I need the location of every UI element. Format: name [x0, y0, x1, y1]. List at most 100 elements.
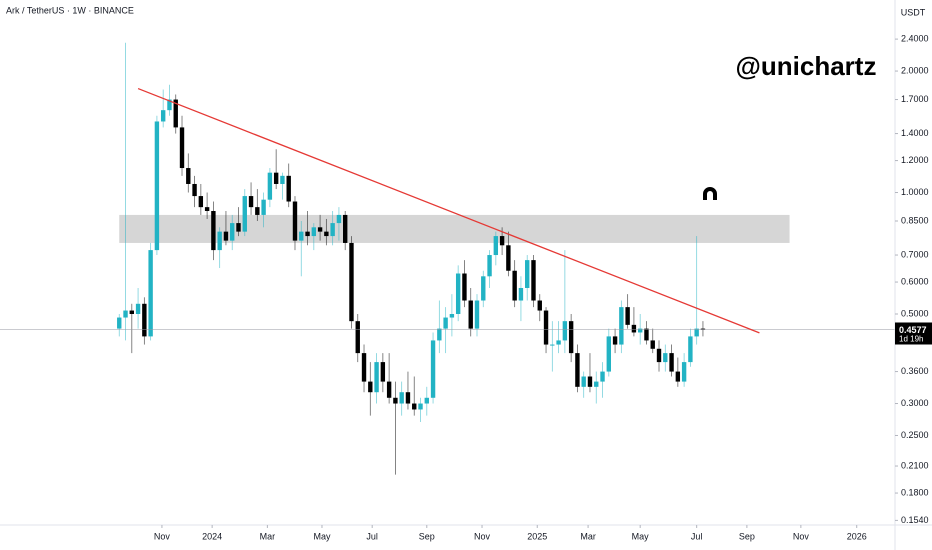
x-tick-label: Mar — [260, 531, 276, 541]
y-tick-label: 0.2500 — [901, 430, 929, 440]
y-tick-label: 0.8500 — [901, 215, 929, 225]
x-tick-label: 2024 — [202, 531, 222, 541]
candle-body — [669, 353, 674, 372]
candle-body — [355, 321, 360, 354]
y-tick-label: 1.7000 — [901, 94, 929, 104]
candle-body — [330, 223, 335, 237]
x-tick-label: Sep — [739, 531, 755, 541]
candle-body — [424, 397, 429, 404]
candle-body — [462, 273, 467, 301]
y-tick-label: 0.3600 — [901, 366, 929, 376]
candle-body — [531, 260, 536, 301]
y-tick-label: 0.2100 — [901, 460, 929, 470]
candle-body — [311, 227, 317, 237]
y-tick-label: 2.0000 — [901, 65, 929, 75]
candle-body — [374, 362, 379, 393]
candle-body — [525, 260, 530, 288]
candle-body — [575, 353, 580, 387]
candle-body — [543, 310, 549, 345]
candle-body — [273, 172, 279, 184]
candle-body — [644, 328, 649, 341]
candle-body — [230, 223, 235, 241]
y-tick-label: 1.4000 — [901, 128, 929, 138]
candle-body — [198, 196, 204, 208]
candle-body — [430, 340, 436, 398]
candle-body — [167, 99, 172, 111]
candle-body — [688, 336, 693, 363]
candle-body — [349, 242, 354, 322]
candle-body — [280, 175, 285, 184]
candle-body — [405, 392, 411, 404]
watermark: @unichartz — [736, 51, 877, 81]
x-tick-label: 2026 — [847, 531, 867, 541]
candle-body — [663, 353, 668, 363]
candle-body — [261, 199, 266, 215]
y-tick-label: 0.6000 — [901, 276, 929, 286]
candle-body — [418, 403, 423, 410]
candle-body — [537, 300, 542, 311]
candle-body — [148, 250, 153, 337]
candle-body — [255, 207, 260, 215]
x-tick-label: 2025 — [527, 531, 547, 541]
candle-body — [700, 328, 706, 330]
candle-body — [380, 362, 386, 382]
y-tick-label: 0.5000 — [901, 308, 929, 318]
candle-body — [443, 317, 448, 329]
x-tick-label: Nov — [793, 531, 810, 541]
y-tick-label: 1.0000 — [901, 187, 929, 197]
candle-body — [493, 236, 499, 256]
y-tick-label: 0.7000 — [901, 249, 929, 259]
candle-body — [694, 328, 699, 337]
y-tick-label: 2.4000 — [901, 33, 929, 43]
currency-label: USDT — [901, 7, 926, 17]
candle-body — [160, 110, 166, 122]
candle-body — [173, 99, 178, 128]
candle-body — [562, 321, 568, 341]
candle-body — [675, 371, 681, 382]
candle-body — [342, 214, 348, 243]
candle-body — [455, 273, 461, 315]
x-tick-label: Jul — [691, 531, 703, 541]
candle-body — [399, 392, 404, 404]
candle-body — [637, 328, 643, 333]
candle-body — [135, 303, 141, 315]
candle-body — [217, 231, 222, 251]
candle-body — [600, 371, 605, 382]
candle-body — [236, 223, 241, 232]
candle-body — [487, 255, 492, 277]
countdown-label: 1d 19h — [899, 335, 923, 344]
x-tick-label: Mar — [580, 531, 596, 541]
y-tick-label: 0.1800 — [901, 487, 929, 497]
candle-body — [606, 336, 611, 372]
candle-body — [305, 231, 310, 237]
candle-body — [568, 321, 574, 354]
candle-body — [512, 270, 517, 301]
candle-body — [625, 307, 630, 325]
candle-body — [192, 183, 197, 197]
candle-body — [474, 300, 480, 329]
candle-body — [324, 231, 329, 237]
y-tick-label: 0.1540 — [901, 515, 929, 525]
chart-title: Ark / TetherUS · 1W · BINANCE — [6, 5, 134, 15]
candle-body — [317, 227, 323, 232]
x-tick-label: Sep — [419, 531, 435, 541]
candle-body — [248, 196, 254, 208]
candle-body — [556, 340, 561, 345]
candle-body — [361, 353, 367, 382]
candle-body — [117, 317, 122, 329]
candle-body — [656, 348, 662, 363]
candle-body — [286, 175, 291, 202]
candle-body — [631, 324, 637, 333]
candle-body — [336, 214, 342, 224]
candle-body — [550, 344, 555, 346]
x-tick-label: Jul — [366, 531, 378, 541]
candle-body — [242, 196, 247, 232]
candle-body — [594, 381, 599, 387]
candle-body — [154, 121, 160, 251]
candle-body — [650, 340, 655, 349]
candle-body — [481, 276, 486, 301]
trendline — [137, 87, 760, 334]
magnet-icon — [703, 187, 717, 200]
candle-body — [368, 381, 373, 393]
candle-body — [223, 231, 229, 241]
